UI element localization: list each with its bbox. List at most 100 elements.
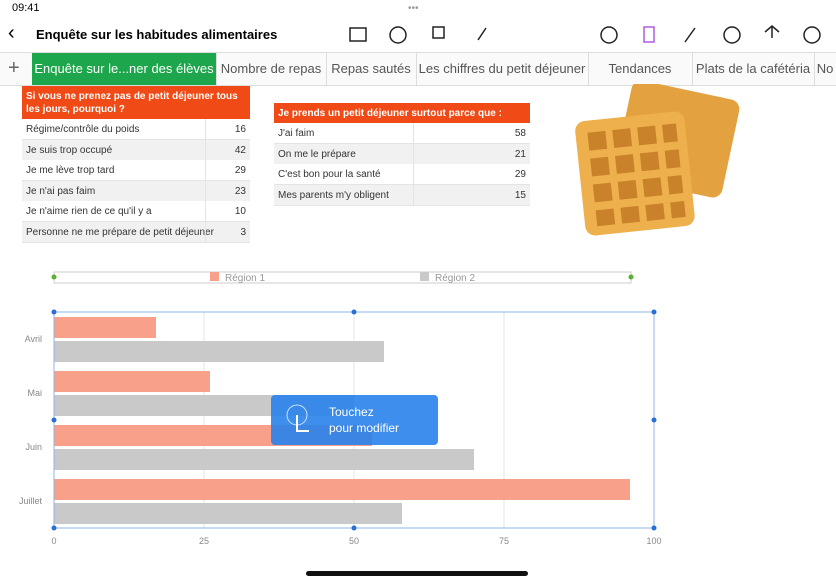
col-divider [413,123,414,143]
legend-swatch [210,272,219,281]
tooltip[interactable]: Touchez pour modifier [271,395,438,445]
table-cell: 58 [514,128,526,139]
brush-icon[interactable] [684,27,696,43]
shape-icon[interactable] [432,26,445,39]
col-divider [413,164,414,184]
table-cell: 29 [234,165,246,176]
bar [54,371,210,392]
legend-swatch [420,272,429,281]
sheet-tab[interactable]: Plats de la cafétéria [692,53,815,85]
bar [54,449,474,470]
selection-handle[interactable] [651,525,657,531]
table-header: Si vous ne prenez pas de petit déjeuner … [22,86,250,119]
add-sheet[interactable]: + [8,57,20,79]
table-cell: 42 [234,144,246,156]
selection-handle[interactable] [51,525,57,531]
x-tick-label: 25 [199,536,209,546]
col-divider [413,143,414,164]
more-icon[interactable] [803,26,821,44]
x-tick-label: 0 [51,536,56,546]
touch-icon [286,404,309,432]
bar [54,479,630,500]
sheet-tab[interactable]: No [814,53,836,85]
y-tick-label: Juillet [19,496,43,506]
table-cell: Je me lève trop tard [26,165,115,176]
waffle-image [575,84,740,236]
table-cell: 16 [234,124,246,135]
table-cell: 10 [234,206,246,217]
handle [628,274,634,280]
selection-handle[interactable] [51,309,57,315]
handle [51,274,57,280]
bar [54,341,384,362]
table-1: Si vous ne prenez pas de petit déjeuner … [22,86,250,243]
table-cell: Personne ne me prépare de petit déjeuner [26,226,214,238]
tab-bar: + Enquête sur le...ner des élèves Nombre … [0,53,836,86]
table-cell: Je n'ai pas faim [26,185,96,197]
selection-handle[interactable] [351,525,357,531]
y-tick-label: Mai [27,388,42,398]
col-divider [205,180,206,201]
y-tick-label: Juin [25,442,42,452]
sheet-tab[interactable]: Tendances [588,53,693,85]
format-icon[interactable] [643,26,655,43]
selection-handle[interactable] [351,309,357,315]
table-cell: Je n'aime rien de ce qu'il y a [26,206,152,217]
selection-handle[interactable] [651,417,657,423]
chart[interactable]: 0 25 50 75 100 Région 1 Région 2 Avril Mai Juin Ju… [0,260,836,560]
table-cell: 23 [234,185,246,197]
table-cell: J'ai faim [278,128,315,139]
col-divider [205,221,206,242]
col-divider [205,160,206,180]
sheet-tab[interactable]: Nombre de repas [216,53,327,85]
col-divider [205,201,206,221]
status-time: 09:41 [12,2,40,14]
undo-icon[interactable] [600,26,618,44]
legend-frame [53,271,632,284]
sheet-tab[interactable]: Enquête sur le...ner des élèves [32,53,217,85]
bar [54,317,156,338]
table-cell: On me le prépare [278,148,356,160]
x-tick-label: 100 [646,536,661,546]
table-cell: 29 [514,169,526,180]
col-divider [205,139,206,160]
share-icon[interactable] [764,25,780,38]
x-tick-label: 75 [499,536,509,546]
table-2: Je prends un petit déjeuner surtout parc… [274,103,530,206]
sheet-tab[interactable]: Repas sautés [326,53,417,85]
bar [54,503,402,524]
tooltip-line: pour modifier [329,421,400,435]
table-cell: Je suis trop occupé [26,144,113,156]
dots: ••• [408,3,419,14]
table-cell: 21 [514,148,526,160]
table-row [274,184,530,206]
table-icon[interactable] [349,27,367,42]
table-cell: 3 [240,226,246,238]
chart-icon[interactable] [389,26,407,44]
sheet-tab[interactable]: Les chiffres du petit déjeuner [416,53,589,85]
attach-icon[interactable] [477,27,487,41]
legend-label: Région 1 [225,273,265,284]
back-button[interactable]: ‹ [8,22,15,44]
y-tick-label: Avril [25,334,42,344]
table-cell: Régime/contrôle du poids [26,124,140,135]
selection-handle[interactable] [651,309,657,315]
home-indicator [306,571,528,576]
legend-label: Région 2 [435,273,475,284]
doc-title[interactable]: Enquête sur les habitudes alimentaires [36,27,278,42]
table-cell: C'est bon pour la santé [278,169,381,180]
tooltip-line: Touchez [329,405,374,419]
col-divider [413,184,414,205]
table-row [22,221,250,243]
col-divider [205,119,206,139]
table-cell: Mes parents m'y obligent [278,189,389,201]
selection-handle[interactable] [51,417,57,423]
menu-icon[interactable] [723,26,741,44]
toolbar: ‹ Enquête sur les habitudes alimentaires [0,18,836,53]
x-tick-label: 50 [349,536,359,546]
table-header: Je prends un petit déjeuner surtout parc… [274,103,530,123]
tabs: Enquête sur le...ner des élèves Nombre de… [32,53,836,85]
toolbar-icons [349,25,821,44]
table-cell: 15 [514,189,526,201]
